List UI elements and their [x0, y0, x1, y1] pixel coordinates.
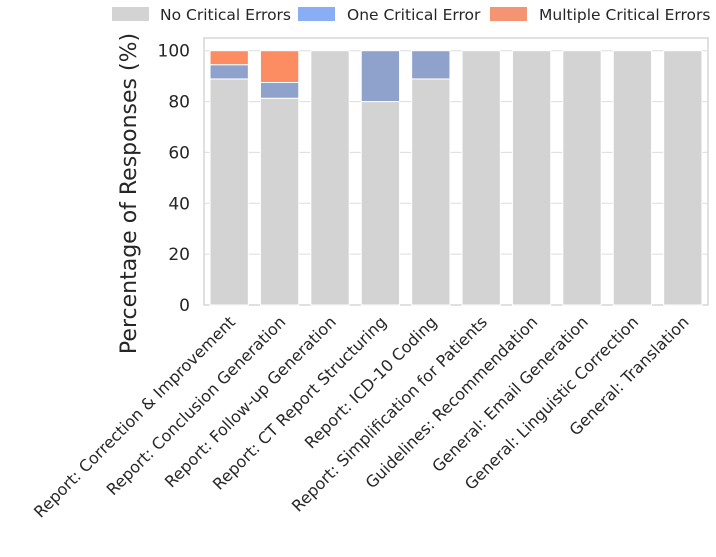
- legend-label-1: No Critical Errors: [160, 6, 291, 24]
- bar-segment-2-cat-1: [209, 64, 249, 80]
- bar-segment-3-cat-2: [259, 50, 300, 84]
- bar-segment-1-cat-4: [360, 101, 401, 306]
- legend-label-3: Multiple Critical Errors: [539, 6, 711, 24]
- bar-segment-1-cat-8: [562, 50, 602, 306]
- legend-swatch-3: [490, 7, 527, 21]
- bar-segment-1-cat-1: [209, 78, 249, 306]
- bar-segment-2-cat-5: [411, 50, 451, 80]
- bar-segment-1-cat-5: [411, 78, 451, 306]
- bar-segment-2-cat-4: [360, 50, 401, 103]
- bar-segment-2-cat-2: [259, 82, 300, 99]
- bar-segment-1-cat-3: [310, 50, 350, 306]
- y-tick-label-20: 20: [168, 245, 190, 265]
- bar-segment-1-cat-2: [259, 97, 300, 306]
- y-tick-label-80: 80: [168, 93, 190, 113]
- bar-segment-1-cat-6: [461, 50, 501, 306]
- bar-segment-1-cat-7: [511, 50, 552, 306]
- bar-segment-3-cat-1: [209, 50, 249, 66]
- y-tick-label-40: 40: [168, 194, 190, 214]
- legend-label-2: One Critical Error: [347, 6, 481, 24]
- y-tick-label-60: 60: [168, 143, 190, 163]
- y-tick-label-0: 0: [179, 296, 190, 316]
- legend: No Critical Errors One Critical Error Mult…: [112, 6, 711, 24]
- bars: [209, 50, 703, 306]
- y-tick-label-100: 100: [158, 42, 190, 62]
- bar-segment-1-cat-10: [663, 50, 703, 306]
- legend-swatch-2: [298, 7, 335, 21]
- legend-swatch-1: [112, 7, 149, 21]
- y-axis-title: Percentage of Responses (%): [117, 33, 142, 354]
- y-axis: 0 20 40 60 80 100: [158, 42, 190, 316]
- bar-segment-1-cat-9: [612, 50, 653, 306]
